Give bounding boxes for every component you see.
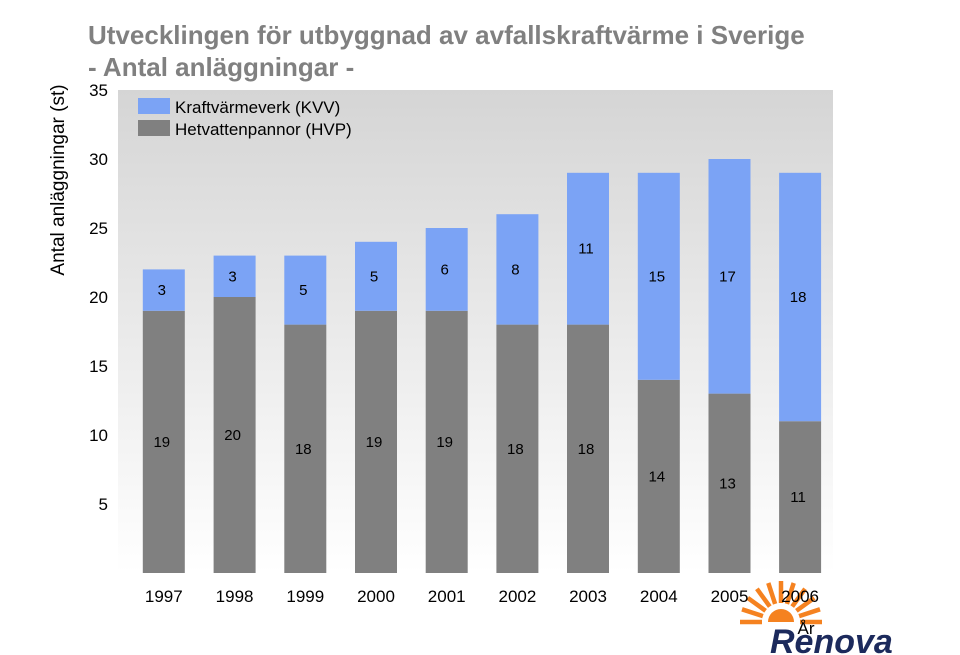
sun-ray [741,607,764,619]
data-label-kvv-2002: 8 [511,261,519,278]
bar-hvp-2003 [567,324,609,573]
y-tick-label-5: 5 [99,495,108,514]
data-label-kvv-2000: 5 [370,268,378,285]
x-tick-label-2005: 2005 [711,587,749,606]
data-label-kvv-1999: 5 [299,282,307,299]
legend-item-kvv: Kraftvärmeverk (KVV) [138,98,340,117]
bar-kvv-2003 [567,172,609,325]
data-label-kvv-2003: 11 [578,241,594,258]
data-label-hvp-1998: 20 [224,427,241,444]
legend-label-kvv: Kraftvärmeverk (KVV) [175,98,340,117]
bar-hvp-1998 [213,297,256,573]
bar-kvv-1998 [213,255,256,297]
bar-hvp-2002 [496,324,539,573]
y-tick-label-10: 10 [89,426,108,445]
bar-hvp-1997 [142,310,185,573]
bar-hvp-1999 [284,324,327,573]
sun-ray [790,587,807,608]
data-label-hvp-2006: 11 [790,489,806,506]
data-label-hvp-1997: 19 [153,434,170,451]
data-label-hvp-2004: 14 [648,468,665,485]
data-label-hvp-2003: 18 [578,441,595,458]
bar-kvv-2002 [496,214,539,325]
bar-hvp-2000 [355,310,397,573]
x-tick-label-2002: 2002 [498,587,536,606]
y-tick-label-20: 20 [89,288,108,307]
data-labels-group: 19 3 20 3 18 5 19 5 19 6 18 8 18 11 14 15 13 17 11 18 [153,241,806,506]
y-axis-label: Antal anläggningar (st) [48,84,69,275]
data-label-hvp-2002: 18 [507,441,524,458]
renova-logo [740,581,822,625]
sun-ray [746,596,767,613]
sun-ray [766,582,778,605]
legend-swatch-kvv [138,98,170,114]
y-tick-label-25: 25 [89,219,108,238]
x-axis-ticks: 1997 1998 1999 2000 2001 2002 2003 2004 2005 2006 [145,587,819,606]
bar-kvv-2005 [708,159,751,394]
bar-hvp-2005 [708,393,751,573]
sun-icon [740,581,822,625]
x-tick-label-2000: 2000 [357,587,395,606]
data-label-kvv-2006: 18 [790,289,807,306]
y-tick-label-35: 35 [89,81,108,100]
x-tick-label-2006: 2006 [781,587,819,606]
sun-ray [795,596,816,613]
data-label-hvp-2000: 19 [366,434,383,451]
x-tick-label-2001: 2001 [428,587,466,606]
x-axis-label: År [798,619,815,638]
bar-kvv-2001 [425,228,468,311]
bar-hvp-2004 [637,379,680,573]
bar-hvp-2001 [425,310,468,573]
sun-ray [784,582,796,605]
logo-wordmark: Renova [770,623,893,655]
sun-ray [798,607,821,619]
bar-kvv-2000 [355,241,397,311]
bars-group [142,159,822,573]
legend-swatch-hvp [138,120,170,136]
legend: Kraftvärmeverk (KVV) Hetvattenpannor (HVP… [138,98,352,139]
x-tick-label-1999: 1999 [286,587,324,606]
bar-kvv-1997 [142,269,185,311]
bar-kvv-2004 [637,172,680,380]
y-axis-ticks: 5 10 15 20 25 30 35 [89,81,108,514]
legend-item-hvp: Hetvattenpannor (HVP) [138,120,352,139]
legend-label-hvp: Hetvattenpannor (HVP) [175,120,352,139]
bar-kvv-1999 [284,255,327,325]
data-label-hvp-1999: 18 [295,441,312,458]
data-label-kvv-2005: 17 [719,268,736,285]
sun-ray [755,587,772,608]
y-tick-label-15: 15 [89,357,108,376]
data-label-kvv-1997: 3 [158,282,166,299]
x-tick-label-1997: 1997 [145,587,183,606]
chart-subtitle: - Antal anläggningar - [88,52,354,82]
data-label-kvv-1998: 3 [228,268,236,285]
data-label-hvp-2005: 13 [719,475,736,492]
bar-hvp-2006 [779,421,822,573]
x-tick-label-2004: 2004 [640,587,678,606]
data-label-hvp-2001: 19 [436,434,453,451]
bar-kvv-2006 [779,172,822,422]
data-label-kvv-2001: 6 [441,261,449,278]
x-tick-label-2003: 2003 [569,587,607,606]
sun-disc [768,609,794,622]
data-label-kvv-2004: 15 [648,268,665,285]
chart-title: Utvecklingen för utbyggnad av avfallskra… [88,20,805,50]
x-tick-label-1998: 1998 [216,587,254,606]
y-tick-label-30: 30 [89,150,108,169]
